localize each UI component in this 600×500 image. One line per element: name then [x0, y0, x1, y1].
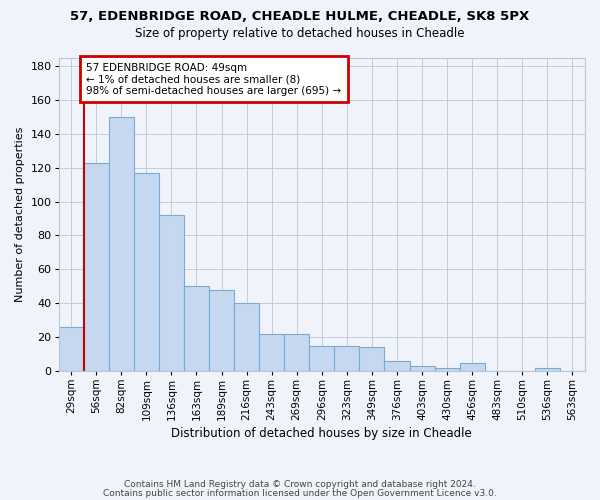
- X-axis label: Distribution of detached houses by size in Cheadle: Distribution of detached houses by size …: [172, 427, 472, 440]
- Bar: [109, 117, 134, 371]
- Bar: [284, 334, 309, 371]
- Bar: [234, 303, 259, 371]
- Text: Size of property relative to detached houses in Cheadle: Size of property relative to detached ho…: [135, 28, 465, 40]
- Bar: [410, 366, 434, 371]
- Text: 57 EDENBRIDGE ROAD: 49sqm
← 1% of detached houses are smaller (8)
98% of semi-de: 57 EDENBRIDGE ROAD: 49sqm ← 1% of detach…: [86, 62, 341, 96]
- Text: 57, EDENBRIDGE ROAD, CHEADLE HULME, CHEADLE, SK8 5PX: 57, EDENBRIDGE ROAD, CHEADLE HULME, CHEA…: [70, 10, 530, 23]
- Bar: [184, 286, 209, 371]
- Bar: [434, 368, 460, 371]
- Bar: [359, 348, 385, 371]
- Bar: [59, 327, 83, 371]
- Bar: [209, 290, 234, 371]
- Bar: [159, 215, 184, 371]
- Bar: [83, 162, 109, 371]
- Y-axis label: Number of detached properties: Number of detached properties: [15, 126, 25, 302]
- Bar: [309, 346, 334, 371]
- Text: Contains HM Land Registry data © Crown copyright and database right 2024.: Contains HM Land Registry data © Crown c…: [124, 480, 476, 489]
- Text: Contains public sector information licensed under the Open Government Licence v3: Contains public sector information licen…: [103, 489, 497, 498]
- Bar: [334, 346, 359, 371]
- Bar: [134, 172, 159, 371]
- Bar: [460, 362, 485, 371]
- Bar: [385, 361, 410, 371]
- Bar: [535, 368, 560, 371]
- Bar: [259, 334, 284, 371]
